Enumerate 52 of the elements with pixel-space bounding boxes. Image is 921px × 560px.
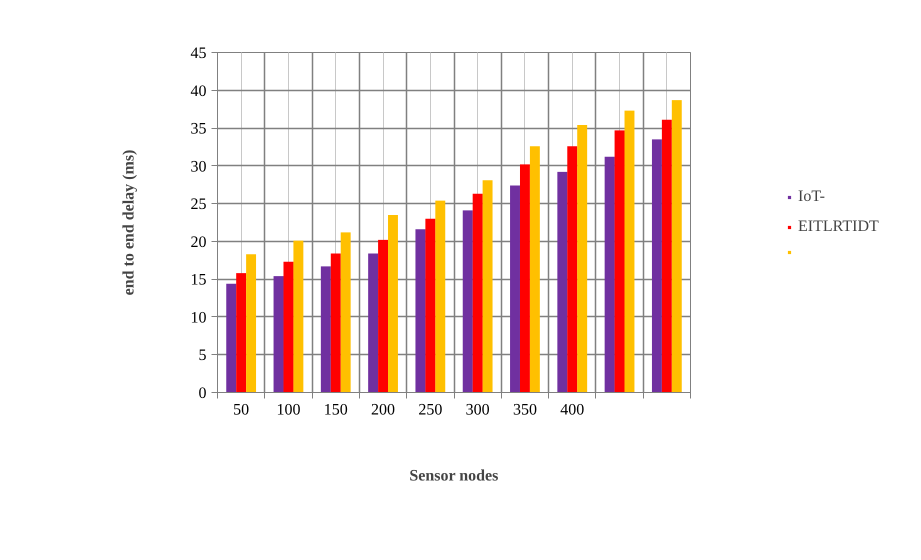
bar [604,156,615,392]
bar [293,240,304,392]
y-tick-label: 20 [190,234,206,251]
y-tick-label: 0 [198,385,206,402]
bar [435,200,446,392]
x-tick-label: 350 [512,402,537,418]
bar [510,185,520,392]
y-tick-label: 35 [190,120,206,138]
x-tick-label: 400 [560,402,584,418]
bar [520,164,530,392]
legend-label: IoT- [798,188,825,206]
bar [624,110,634,392]
bar [236,273,246,392]
legend-label: EITLRTIDT [798,218,879,236]
x-tick-label: 150 [324,402,348,418]
bar [378,240,388,392]
bar [283,262,294,392]
y-tick-label: 5 [198,347,206,364]
y-axis-title: end to end delay (ms) [120,150,138,296]
bar [662,120,672,392]
bar [472,194,483,392]
y-tick-label: 10 [190,309,206,326]
x-tick-label: 100 [276,402,300,418]
bar [274,276,284,392]
x-axis-title: Sensor nodes [409,468,498,484]
y-tick-label: 15 [190,272,206,289]
bar [462,210,473,392]
bar [226,284,236,392]
y-tick-label: 45 [190,45,206,62]
bar [425,218,436,392]
x-tick-label: 50 [233,402,250,418]
bar [320,266,331,392]
bar [246,254,256,392]
bar [340,232,351,392]
y-tick-label: 25 [190,196,206,214]
bar [614,130,625,392]
x-tick-label: 200 [371,402,396,418]
bar [672,100,682,392]
bar [557,172,568,392]
x-tick-label: 300 [466,402,490,418]
bar [330,253,341,392]
y-tick-label: 40 [190,82,206,100]
bar [368,253,378,392]
bar [415,229,426,392]
bar [567,146,578,392]
y-tick-label: 30 [190,158,206,176]
bar [388,214,398,392]
bar [652,139,662,392]
bar [530,146,540,392]
bar [577,125,588,392]
bar [482,180,493,392]
x-tick-label: 250 [418,402,442,418]
